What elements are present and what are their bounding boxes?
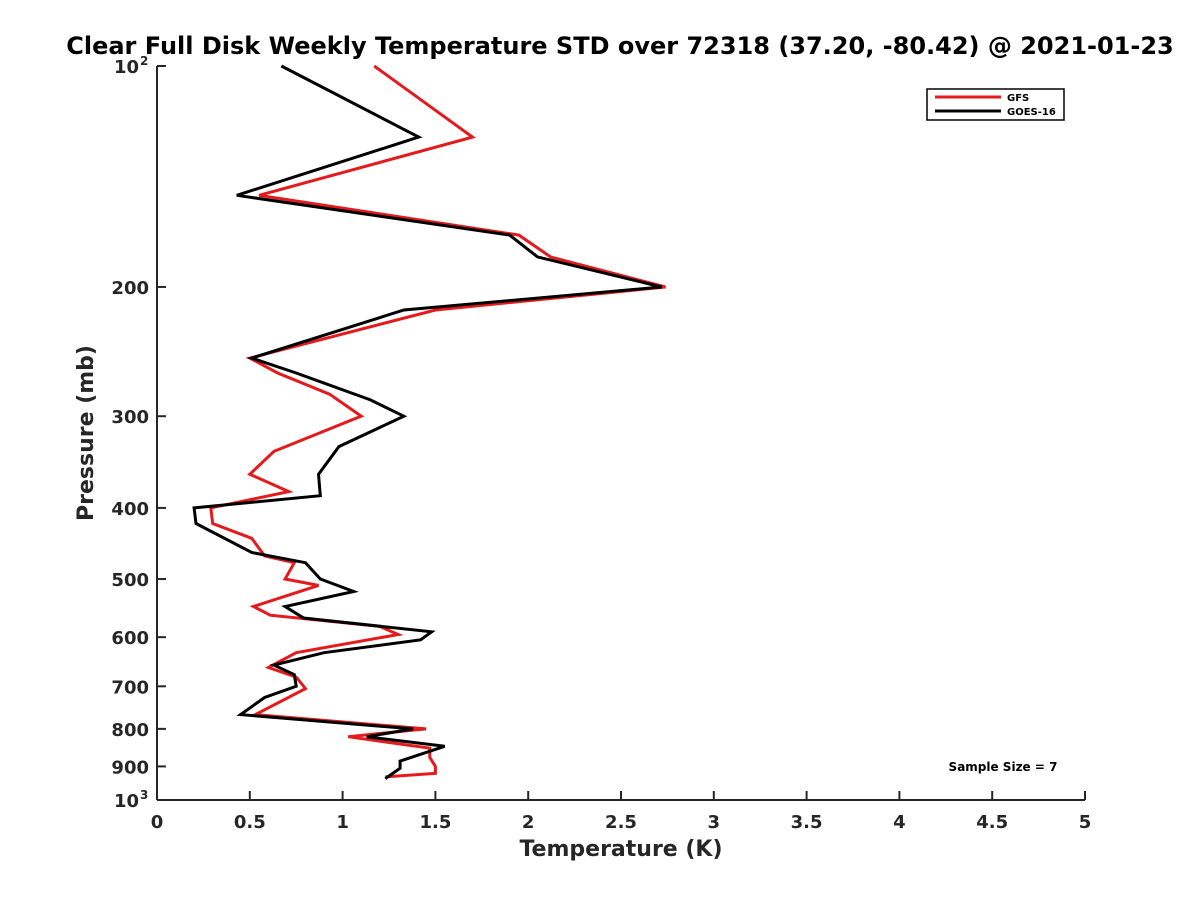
series-gfs xyxy=(209,64,666,779)
x-tick-label: 2 xyxy=(522,812,535,833)
x-tick-label: 1 xyxy=(336,812,349,833)
y-tick-label: 400 xyxy=(111,499,149,520)
x-tick-label: 4.5 xyxy=(976,812,1008,833)
y-tick-label: 700 xyxy=(111,677,149,698)
series-goes-16 xyxy=(192,64,663,780)
legend-label: GFS xyxy=(1007,93,1029,104)
sample-size-annotation: Sample Size = 7 xyxy=(949,760,1058,774)
y-tick-label: 10 xyxy=(114,791,139,812)
legend-label: GOES-16 xyxy=(1007,107,1056,118)
y-tick-label: 500 xyxy=(111,570,149,591)
y-axis-label: Pressure (mb) xyxy=(74,345,99,521)
series-line-goes-16 xyxy=(192,64,663,780)
y-tick-label: 900 xyxy=(111,757,149,778)
x-tick-label: 5 xyxy=(1079,812,1092,833)
y-tick-label: 10 xyxy=(114,57,139,78)
x-tick-label: 4 xyxy=(893,812,906,833)
x-tick-label: 2.5 xyxy=(605,812,637,833)
y-tick-label: 600 xyxy=(111,628,149,649)
x-tick-label: 0.5 xyxy=(234,812,266,833)
plot-area: 0 0.5 1 1.5 2 2.5 3 3.5 4 4.5 510 22003004005006007… xyxy=(111,54,1091,833)
legend-box xyxy=(926,88,1065,121)
legend: GFS GOES-16 xyxy=(926,88,1065,121)
chart-title: Clear Full Disk Weekly Temperature STD o… xyxy=(66,32,1174,60)
y-tick-label: 800 xyxy=(111,720,149,741)
series-line-gfs xyxy=(209,64,666,779)
y-tick-exponent: 2 xyxy=(140,54,148,68)
y-tick-label: 200 xyxy=(111,278,149,299)
x-axis-label: Temperature (K) xyxy=(519,837,722,862)
y-tick-exponent: 3 xyxy=(140,788,148,802)
x-tick-label: 3.5 xyxy=(791,812,823,833)
x-tick-label: 1.5 xyxy=(419,812,451,833)
x-tick-label: 0 xyxy=(151,812,164,833)
x-tick-label: 3 xyxy=(708,812,721,833)
y-tick-label: 300 xyxy=(111,407,149,428)
